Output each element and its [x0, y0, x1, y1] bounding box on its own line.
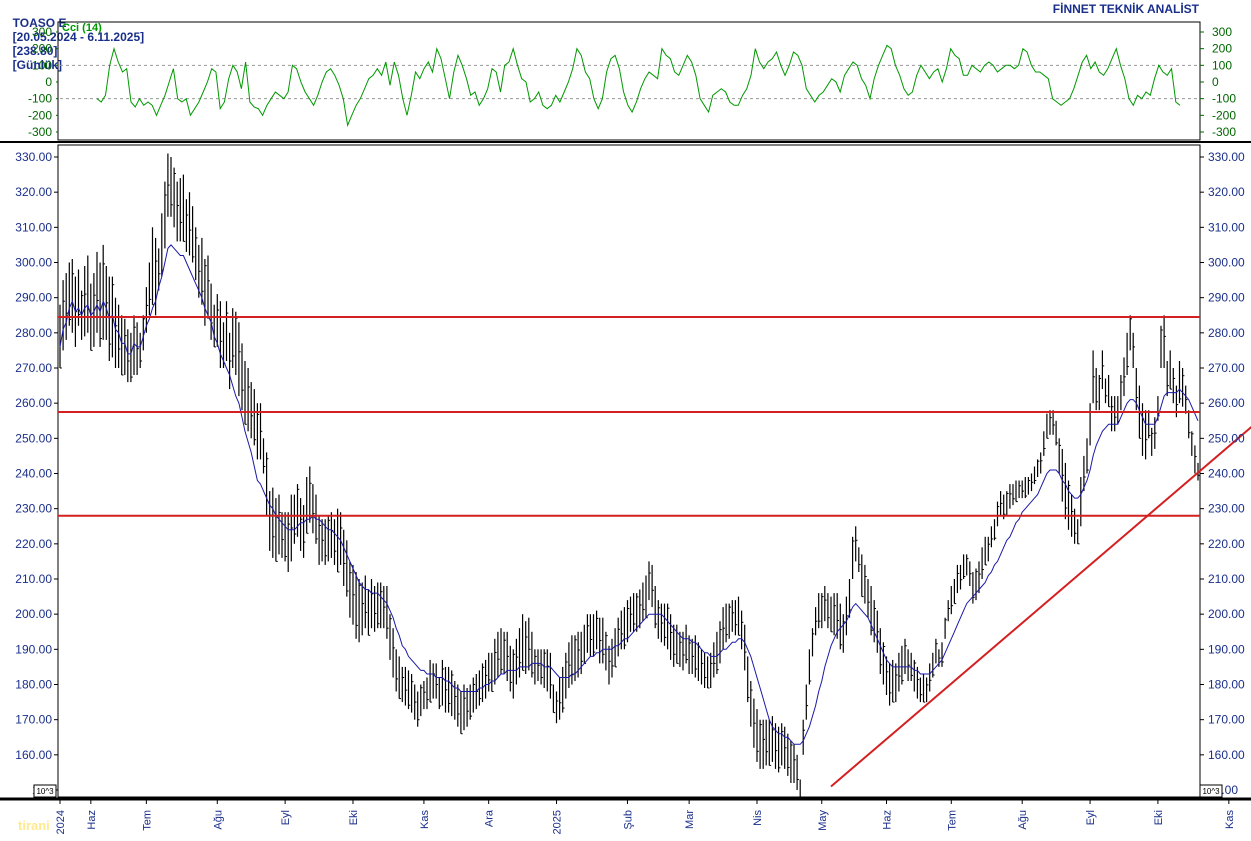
trend-line	[830, 425, 1251, 788]
price-tick-label-right: 320.00	[1208, 185, 1245, 199]
cci-line	[96, 44, 1181, 128]
cci-tick-label-right: 100	[1212, 58, 1232, 72]
brand-label: FİNNET TEKNİK ANALİST	[1052, 2, 1199, 16]
price-tick-label-right: 200.00	[1208, 607, 1245, 621]
price-tick-label-right: 220.00	[1208, 537, 1245, 551]
price-tick-label-left: 330.00	[15, 150, 52, 164]
price-bars	[59, 153, 1200, 798]
price-tick-label-left: 270.00	[15, 361, 52, 375]
last-price-label: [238.80]	[12, 44, 58, 58]
cci-tick-label-right: -200	[1212, 108, 1236, 122]
price-tick-label-left: 280.00	[15, 326, 52, 340]
price-tick-label-left: 230.00	[15, 502, 52, 516]
cci-panel	[96, 44, 1181, 128]
price-tick-label-right: 240.00	[1208, 467, 1245, 481]
price-tick-label-left: 290.00	[15, 291, 52, 305]
x-month-label: Haz	[882, 810, 894, 830]
x-month-label: May	[817, 810, 829, 831]
x-month-label: Ağu	[212, 810, 224, 830]
price-tick-label-left: 180.00	[15, 678, 52, 692]
price-tick-label-left: 210.00	[15, 572, 52, 586]
price-tick-label-left: 310.00	[15, 220, 52, 234]
cci-tick-label-right: 0	[1212, 75, 1219, 89]
cci-tick-label-left: 100	[32, 58, 52, 72]
price-tick-label-right: 300.00	[1208, 256, 1245, 270]
x-month-label: Mar	[684, 810, 696, 829]
x-month-label: Ara	[484, 809, 496, 827]
price-tick-label-right: 330.00	[1208, 150, 1245, 164]
cci-tick-label-left: -100	[28, 92, 52, 106]
x-month-label: 2024	[55, 810, 67, 834]
x-month-label: Eki	[348, 810, 360, 825]
price-tick-label-right: 310.00	[1208, 220, 1245, 234]
moving-average	[59, 244, 1199, 745]
x-month-label: 2025	[552, 810, 564, 834]
price-tick-label-right: 210.00	[1208, 572, 1245, 586]
price-tick-label-left: 200.00	[15, 607, 52, 621]
panel-frames	[0, 21, 1251, 801]
price-tick-label-right: 160.00	[1208, 748, 1245, 762]
price-tick-label-left: 170.00	[15, 713, 52, 727]
cci-tick-label-left: 200	[32, 42, 52, 56]
x-month-label: Eyl	[280, 810, 292, 825]
watermark-logo: tirani	[18, 818, 50, 833]
x-month-label: Ağu	[1017, 810, 1029, 830]
cci-tick-label-left: 0	[45, 75, 52, 89]
x-month-label: Tem	[946, 810, 958, 831]
price-tick-label-right: 250.00	[1208, 431, 1245, 445]
price-tick-label-left: 160.00	[15, 748, 52, 762]
scale-note-label: 10^3	[1202, 787, 1220, 796]
price-tick-label-left: 220.00	[15, 537, 52, 551]
price-tick-label-left: 250.00	[15, 431, 52, 445]
price-tick-label-right: 260.00	[1208, 396, 1245, 410]
cci-tick-label-left: -200	[28, 108, 52, 122]
price-tick-label-right: 290.00	[1208, 291, 1245, 305]
price-tick-label-left: 240.00	[15, 467, 52, 481]
cci-tick-label-right: 300	[1212, 25, 1232, 39]
cci-frame	[57, 21, 1201, 141]
x-month-label: Şub	[622, 810, 634, 830]
x-month-label: Nis	[752, 810, 764, 826]
price-tick-label-right: 270.00	[1208, 361, 1245, 375]
price-tick-label-right: 180.00	[1208, 678, 1245, 692]
x-month-label: Tem	[141, 810, 153, 831]
price-tick-label-right: 280.00	[1208, 326, 1245, 340]
period-label: [Günlük]	[12, 58, 62, 72]
cci-series-label: Cci (14)	[62, 22, 102, 34]
support-resistance-lines	[58, 316, 1251, 788]
x-month-label: Eyl	[1085, 810, 1097, 825]
price-tick-label-right: 230.00	[1208, 502, 1245, 516]
price-tick-label-left: 260.00	[15, 396, 52, 410]
x-month-label: Eki	[1153, 810, 1165, 825]
cci-tick-label-right: -100	[1212, 92, 1236, 106]
price-tick-label-left: 300.00	[15, 256, 52, 270]
x-month-label: Kas	[419, 810, 431, 829]
moving-average-line	[59, 244, 1199, 745]
logo-text: tirani	[18, 818, 50, 833]
x-month-label: Kas	[1224, 810, 1236, 829]
price-frame	[57, 144, 1201, 798]
axes: 330.00 330.00 320.00 320.00 310.00 310.00 300.…	[15, 150, 1245, 834]
price-tick-label-right: 190.00	[1208, 642, 1245, 656]
date-range-label: [20.05.2024 - 6.11.2025]	[12, 30, 145, 44]
x-month-label: Haz	[86, 810, 98, 830]
cci-tick-label-left: 300	[32, 25, 52, 39]
cci-tick-label-left: -300	[28, 125, 52, 139]
scale-note-box	[1199, 784, 1223, 798]
cci-tick-label-right: 200	[1212, 42, 1232, 56]
cci-grid: 300 300 200 200 100 100 0 0 -100 -100 -200 -200 -300…	[28, 22, 1236, 139]
price-tick-label-right: 170.00	[1208, 713, 1245, 727]
cci-tick-label-right: -300	[1212, 125, 1236, 139]
price-tick-label-left: 320.00	[15, 185, 52, 199]
scale-note-label: 10^3	[36, 787, 54, 796]
price-tick-label-left: 190.00	[15, 642, 52, 656]
chart-header: TOASO E [20.05.2024 - 6.11.2025] [238.80…	[6, 2, 144, 72]
scale-note-box	[33, 784, 57, 798]
symbol-label: TOASO E	[12, 16, 67, 30]
